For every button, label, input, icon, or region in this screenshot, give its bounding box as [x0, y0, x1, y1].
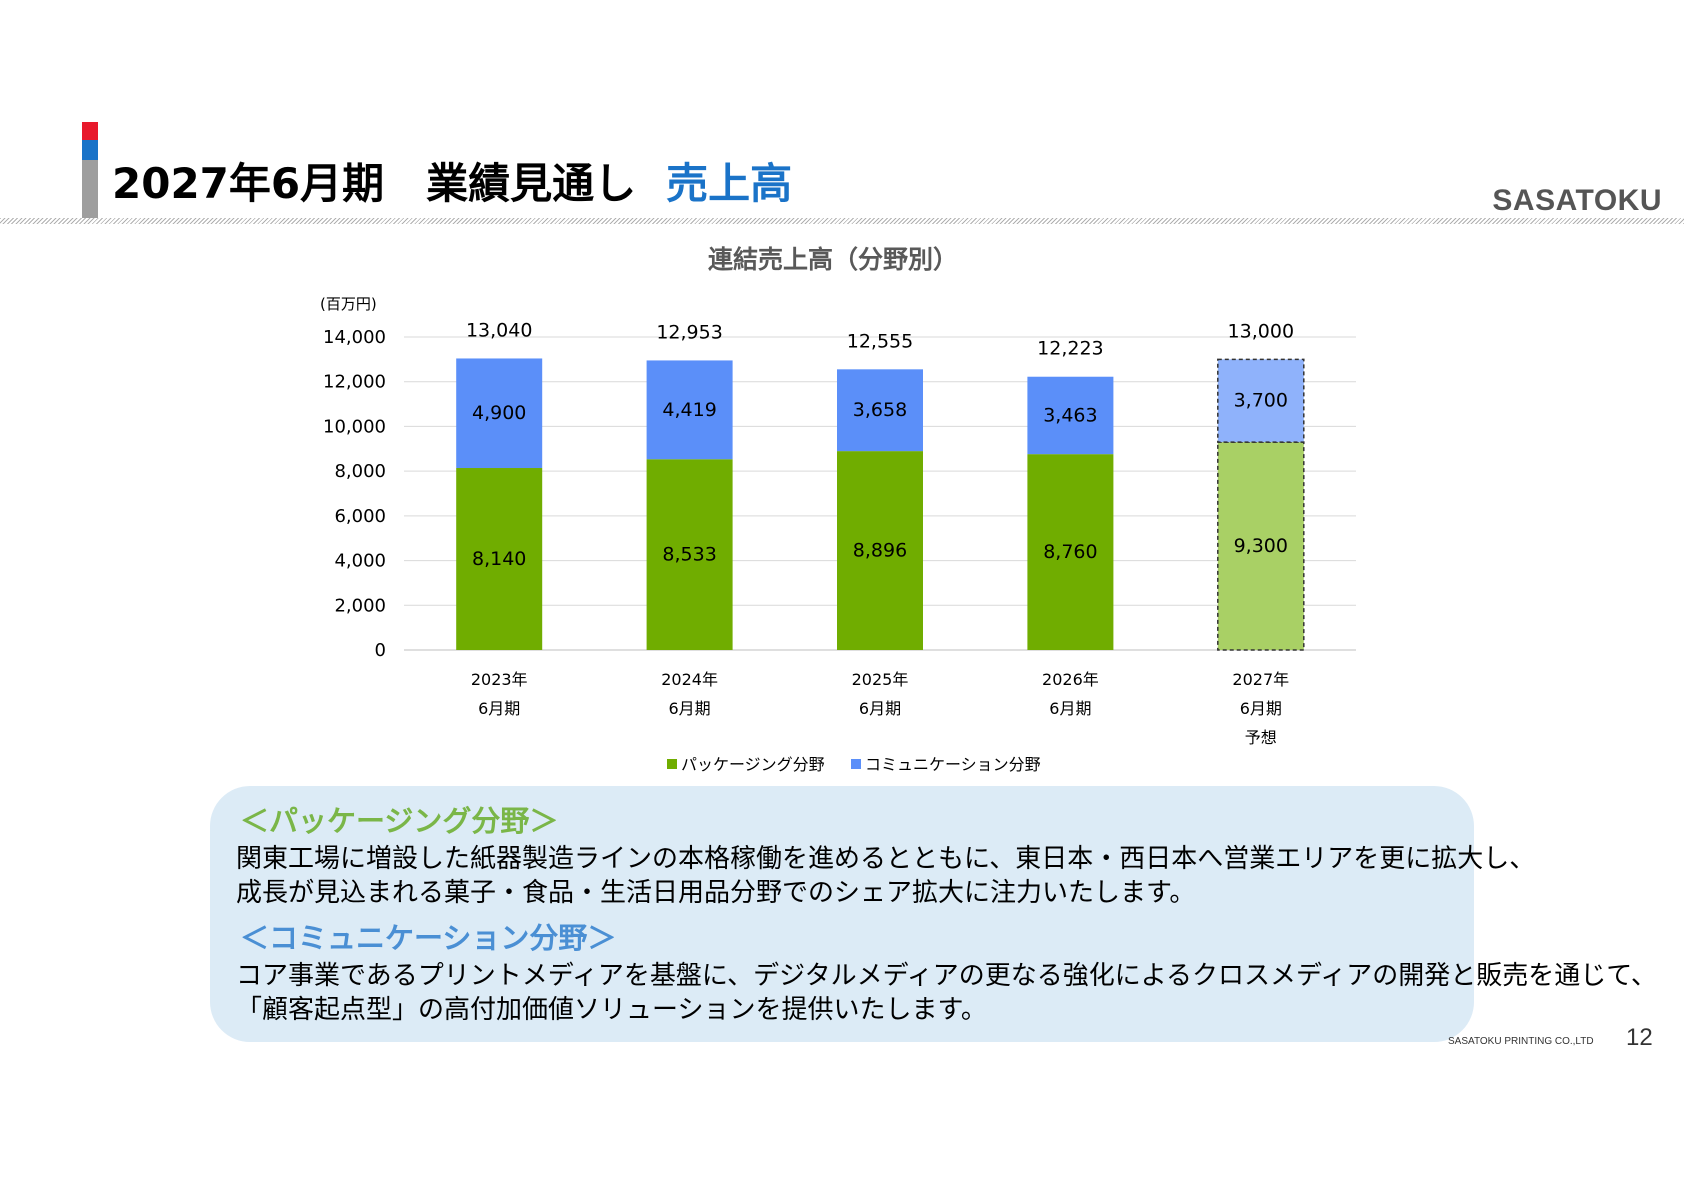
total-label: 12,223 — [1037, 338, 1103, 360]
data-label: 4,900 — [472, 402, 526, 424]
packaging-text-line2: 成長が見込まれる菓子・食品・生活日用品分野でのシェア拡大に注力いたします。 — [236, 878, 1196, 908]
bar-communication — [1217, 358, 1305, 443]
bar-communication — [456, 358, 543, 469]
x-tick-label: 2026年 — [1042, 670, 1099, 689]
legend-label: パッケージング分野 — [681, 755, 825, 774]
title-main: 2027年6月期 業績見通し — [112, 158, 637, 208]
accent-bar-red — [82, 122, 98, 140]
y-tick-label: 14,000 — [323, 327, 386, 348]
communication-heading: ＜コミュニケーション分野＞ — [240, 921, 617, 955]
x-tick-label: 2027年 — [1232, 670, 1289, 689]
x-tick-label: 予想 — [1245, 728, 1277, 747]
x-tick-label: 6月期 — [1240, 699, 1282, 718]
legend-swatch — [667, 759, 677, 769]
packaging-heading: ＜パッケージング分野＞ — [240, 804, 559, 838]
x-tick-label: 2023年 — [471, 670, 528, 689]
y-tick-label: 6,000 — [334, 506, 386, 527]
legend-label: コミュニケーション分野 — [865, 755, 1041, 774]
footer-company: SASATOKU PRINTING CO.,LTD — [1448, 1036, 1594, 1047]
bar-packaging — [1217, 441, 1305, 651]
x-tick-label: 6月期 — [478, 699, 520, 718]
bar-packaging — [646, 459, 733, 650]
packaging-text-line1: 関東工場に増設した紙器製造ラインの本格稼働を進めるとともに、東日本・西日本へ営業… — [236, 844, 1536, 874]
y-tick-label: 2,000 — [334, 595, 386, 616]
data-label: 3,463 — [1043, 404, 1097, 426]
bar-communication — [646, 360, 733, 460]
chart-title: 連結売上高（分野別） — [708, 245, 958, 274]
y-tick-label: 8,000 — [334, 461, 386, 482]
description-panel — [210, 786, 1474, 1042]
bar-communication — [1027, 376, 1114, 455]
data-label: 8,533 — [662, 544, 716, 566]
bar-packaging — [837, 451, 923, 650]
legend: パッケージング分野 コミュニケーション分野 — [667, 755, 1041, 774]
legend-swatch — [851, 759, 861, 769]
total-label: 13,000 — [1228, 320, 1294, 342]
x-tick-label: 6月期 — [669, 699, 711, 718]
communication-text-line1: コア事業であるプリントメディアを基盤に、デジタルメディアの更なる強化によるクロス… — [236, 961, 1657, 991]
data-label: 4,419 — [662, 399, 716, 421]
data-label: 3,700 — [1234, 390, 1288, 412]
accent-bar-gray — [82, 160, 98, 218]
communication-text-line2: 「顧客起点型」の高付加価値ソリューションを提供いたします。 — [236, 995, 987, 1025]
x-tick-label: 6月期 — [1049, 699, 1091, 718]
bar-communication — [837, 369, 923, 452]
x-tick-label: 2024年 — [661, 670, 718, 689]
title-subtitle: 売上高 — [666, 158, 793, 208]
bar-packaging — [1027, 454, 1114, 650]
data-label: 3,658 — [853, 399, 907, 421]
data-label: 9,300 — [1234, 535, 1288, 557]
total-label: 13,040 — [466, 319, 532, 341]
data-label: 8,140 — [472, 548, 526, 570]
y-tick-label: 10,000 — [323, 416, 386, 437]
bar-packaging — [456, 468, 543, 650]
page-number: 12 — [1626, 1024, 1653, 1051]
y-tick-label: 0 — [375, 640, 386, 661]
data-label: 8,760 — [1043, 541, 1097, 563]
x-tick-label: 2025年 — [852, 670, 909, 689]
header-divider — [0, 218, 1684, 224]
total-label: 12,953 — [656, 321, 722, 343]
unit-label: (百万円) — [320, 295, 377, 313]
y-tick-label: 4,000 — [334, 551, 386, 572]
company-logo: SASATOKU — [1492, 184, 1662, 217]
bars: 8,140 4,900 13,040 8,533 4,419 12,953 8,896 3,6… — [456, 319, 1305, 651]
page-title: 2027年6月期 業績見通し 売上高 — [112, 150, 792, 210]
total-label: 12,555 — [847, 330, 913, 352]
accent-bar-blue — [82, 140, 98, 160]
y-axis: 0 2,000 4,000 6,000 8,000 10,000 12,000 14,000 — [323, 327, 386, 661]
x-axis: 2023年 6月期 2024年 6月期 2025年 6月期 2026年 6月期 2027年 6月期… — [471, 670, 1289, 747]
sales-chart: 連結売上高（分野別） (百万円) 0 2,000 4,000 6,000 8,000 10… — [320, 245, 1356, 774]
data-label: 8,896 — [853, 540, 907, 562]
x-tick-label: 6月期 — [859, 699, 901, 718]
y-tick-label: 12,000 — [323, 372, 386, 393]
